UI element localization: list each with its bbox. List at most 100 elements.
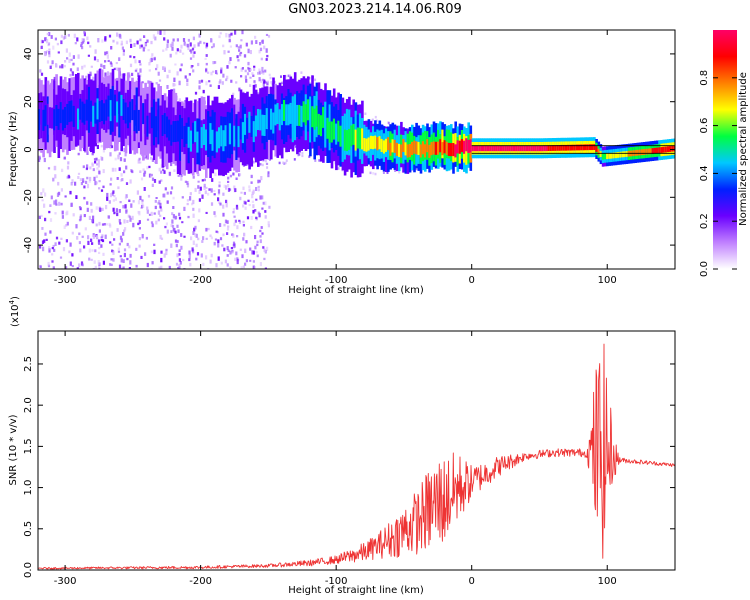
snr-x-tick-label: 0	[469, 576, 475, 587]
spectrogram-speckle	[208, 80, 211, 83]
spectrogram-ridge-cell	[213, 130, 217, 152]
spectrogram-speckle	[210, 253, 213, 258]
spectrogram-ridge-cell	[183, 126, 186, 148]
spectrogram-speckle	[132, 200, 135, 203]
spectrogram-speckle	[119, 235, 123, 240]
spectrogram-speckle	[228, 38, 231, 43]
spectrogram-speckle	[87, 235, 90, 240]
spectrogram-ridge-cell	[233, 125, 236, 147]
spectrogram-speckle	[175, 243, 178, 248]
spectrogram-ridge-cell	[645, 148, 648, 155]
spectrogram-speckle	[267, 171, 270, 174]
spectrogram-ridge-cell	[556, 145, 559, 151]
spectrogram-speckle	[154, 199, 157, 203]
spectrogram-speckle	[93, 158, 97, 161]
spectrogram-speckle	[97, 239, 101, 244]
spectrogram-speckle	[244, 206, 247, 210]
spectrogram-speckle	[72, 213, 75, 217]
colorbar-tick-label: 0.4	[699, 165, 710, 181]
spectrogram-speckle	[213, 189, 216, 192]
spectrogram-speckle	[57, 181, 60, 186]
spectrogram-speckle	[112, 39, 115, 43]
spectrogram-speckle	[256, 243, 259, 247]
spectrogram-speckle	[59, 65, 62, 69]
spectrogram-ridge-cell	[42, 109, 45, 131]
colorbar-gradient	[713, 30, 737, 269]
spectrogram-speckle	[114, 197, 117, 201]
spectrogram-ridge-cell	[109, 100, 113, 122]
spectrogram-ridge-cell	[267, 107, 271, 129]
spectrogram-speckle	[239, 44, 242, 49]
spectrogram-speckle	[308, 155, 311, 158]
spectrogram-speckle	[264, 80, 267, 84]
spectrogram-speckle	[180, 233, 183, 237]
spectrogram-speckle	[120, 238, 123, 243]
spectrogram-ridge-cell	[192, 122, 195, 144]
spectrogram-ridge-cell	[185, 122, 189, 144]
spectrogram-ridge-cell	[244, 113, 247, 135]
spectrogram-speckle	[227, 176, 230, 180]
spectrogram-speckle	[218, 181, 221, 184]
spectrogram-ridge-cell	[92, 105, 95, 127]
spectrogram-speckle	[120, 40, 123, 45]
spectrogram-speckle	[155, 197, 158, 199]
spectrogram-speckle	[162, 49, 165, 52]
spectrogram-ridge-cell	[181, 118, 184, 140]
spectrogram-speckle	[66, 57, 69, 60]
spectrogram-ridge-cell	[595, 146, 598, 152]
spectrogram-speckle	[213, 193, 216, 196]
spectrogram-speckle	[122, 259, 125, 263]
spectrogram-ridge-cell	[124, 102, 128, 124]
spectrogram-ridge-cell	[66, 103, 69, 125]
spectrogram-speckle	[102, 185, 105, 189]
spectrogram-speckle	[239, 196, 242, 201]
spectrogram-ridge-cell	[302, 101, 306, 123]
spectrogram-speckle	[62, 247, 66, 252]
spectrogram-speckle	[163, 30, 166, 35]
spectrogram-speckle	[199, 40, 202, 44]
spectrogram-ridge-cell	[68, 101, 71, 123]
spectrogram-x-tick-label: -200	[189, 275, 212, 286]
spectrogram-ridge-cell	[356, 127, 360, 149]
spectrogram-speckle	[239, 52, 242, 57]
spectrogram-speckle	[258, 77, 261, 82]
spectrogram-ridge-cell	[662, 146, 666, 153]
spectrogram-speckle	[54, 37, 57, 41]
spectrogram-ridge-cell	[610, 152, 614, 159]
spectrogram-speckle	[109, 241, 112, 244]
spectrogram-ridge-cell	[473, 145, 477, 152]
spectrogram-speckle	[92, 215, 95, 220]
spectrogram-speckle	[168, 265, 171, 269]
spectrogram-speckle	[152, 34, 155, 39]
spectrogram-speckle	[121, 178, 124, 182]
spectrogram-speckle	[50, 195, 53, 200]
spectrogram-ridge-cell	[372, 136, 375, 150]
spectrogram-speckle	[55, 203, 58, 206]
spectrogram-speckle	[225, 33, 228, 38]
spectrogram-speckle	[96, 144, 99, 149]
spectrogram-speckle	[104, 36, 107, 41]
spectrogram-ridge-cell	[497, 145, 501, 152]
spectrogram-speckle	[65, 224, 68, 227]
spectrogram-speckle	[78, 206, 82, 209]
spectrogram-speckle	[178, 98, 181, 103]
spectrogram-speckle	[170, 161, 173, 167]
spectrogram-speckle	[215, 70, 218, 74]
spectrogram-speckle	[229, 45, 232, 48]
spectrogram-speckle	[151, 223, 154, 228]
spectrogram-speckle	[236, 261, 239, 265]
spectrogram-ridge-cell	[118, 93, 121, 114]
spectrogram-ridge-cell	[452, 143, 455, 157]
spectrogram-speckle	[86, 36, 89, 41]
spectrogram-speckle	[227, 180, 230, 183]
spectrogram-ridge-cell	[122, 99, 126, 120]
spectrogram-speckle	[79, 214, 82, 218]
spectrogram-speckle	[194, 187, 197, 192]
spectrogram-speckle	[192, 54, 195, 58]
spectrogram-speckle	[144, 43, 148, 46]
colorbar-tick-label: 0.2	[699, 213, 710, 229]
spectrogram-speckle	[126, 220, 129, 223]
spectrogram-speckle	[82, 38, 85, 43]
spectrogram-speckle	[95, 223, 98, 227]
spectrogram-speckle	[209, 259, 212, 264]
